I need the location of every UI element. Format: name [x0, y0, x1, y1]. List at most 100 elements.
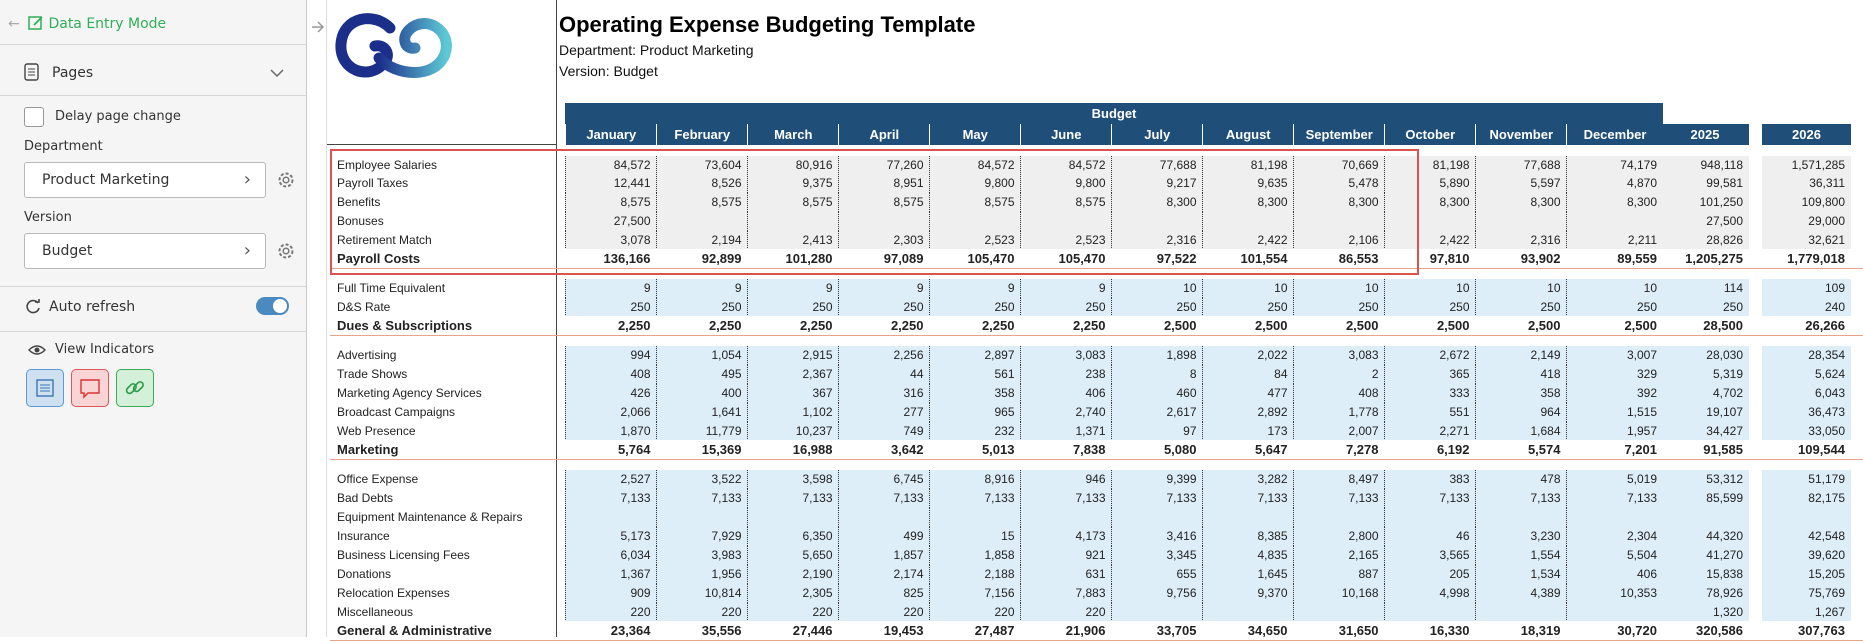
value-cell[interactable]: 27,500 [565, 212, 657, 231]
value-cell[interactable]: 6,034 [565, 546, 657, 565]
value-cell[interactable]: 84,572 [929, 156, 1021, 175]
notes-indicator-button[interactable] [26, 369, 64, 407]
value-cell[interactable]: 400 [656, 384, 748, 403]
value-cell[interactable]: 418 [1475, 365, 1567, 384]
value-cell[interactable]: 7,929 [656, 527, 748, 546]
value-cell[interactable]: 2,316 [1475, 231, 1567, 250]
value-cell[interactable]: 7,133 [1111, 489, 1203, 508]
value-cell[interactable]: 2,617 [1111, 403, 1203, 422]
value-cell[interactable]: 10 [1111, 279, 1203, 298]
value-cell[interactable]: 1,956 [656, 565, 748, 584]
value-cell[interactable]: 2,007 [1293, 422, 1385, 441]
value-cell[interactable]: 10,814 [656, 584, 748, 603]
value-cell[interactable]: 9,370 [1202, 584, 1294, 603]
value-cell[interactable]: 250 [565, 298, 657, 317]
value-cell[interactable]: 946 [1020, 470, 1112, 489]
value-cell[interactable]: 383 [1384, 470, 1476, 489]
value-cell[interactable]: 2,256 [838, 346, 930, 365]
value-cell[interactable]: 9 [747, 279, 839, 298]
value-cell[interactable]: 2,066 [565, 403, 657, 422]
value-cell[interactable]: 205 [1384, 565, 1476, 584]
value-cell[interactable]: 2,188 [929, 565, 1021, 584]
value-cell[interactable] [656, 212, 748, 231]
value-cell[interactable]: 250 [747, 298, 839, 317]
value-cell[interactable]: 4,870 [1566, 174, 1663, 193]
value-cell[interactable]: 44 [838, 365, 930, 384]
value-cell[interactable] [1111, 508, 1203, 527]
value-cell[interactable]: 74,179 [1566, 156, 1663, 175]
value-cell[interactable]: 406 [1020, 384, 1112, 403]
value-cell[interactable]: 7,133 [747, 489, 839, 508]
value-cell[interactable]: 2,303 [838, 231, 930, 250]
value-cell[interactable]: 8,575 [838, 193, 930, 212]
value-cell[interactable]: 478 [1475, 470, 1567, 489]
value-cell[interactable]: 631 [1020, 565, 1112, 584]
value-cell[interactable]: 220 [838, 603, 930, 622]
value-cell[interactable]: 1,102 [747, 403, 839, 422]
value-cell[interactable]: 8,300 [1202, 193, 1294, 212]
value-cell[interactable] [1020, 508, 1112, 527]
value-cell[interactable]: 460 [1111, 384, 1203, 403]
value-cell[interactable]: 10,237 [747, 422, 839, 441]
value-cell[interactable] [1384, 508, 1476, 527]
value-cell[interactable]: 2,190 [747, 565, 839, 584]
value-cell[interactable]: 4,835 [1202, 546, 1294, 565]
value-cell[interactable]: 909 [565, 584, 657, 603]
value-cell[interactable]: 2,194 [656, 231, 748, 250]
value-cell[interactable]: 9,800 [1020, 174, 1112, 193]
value-cell[interactable]: 2,892 [1202, 403, 1294, 422]
value-cell[interactable]: 5,890 [1384, 174, 1476, 193]
value-cell[interactable]: 1,534 [1475, 565, 1567, 584]
value-cell[interactable]: 7,156 [929, 584, 1021, 603]
value-cell[interactable]: 1,367 [565, 565, 657, 584]
value-cell[interactable] [1475, 603, 1567, 622]
value-cell[interactable]: 5,650 [747, 546, 839, 565]
value-cell[interactable]: 77,688 [1111, 156, 1203, 175]
value-cell[interactable]: 250 [1020, 298, 1112, 317]
value-cell[interactable]: 232 [929, 422, 1021, 441]
value-cell[interactable]: 7,133 [929, 489, 1021, 508]
value-cell[interactable]: 8,497 [1293, 470, 1385, 489]
value-cell[interactable]: 5,019 [1566, 470, 1663, 489]
value-cell[interactable]: 6,745 [838, 470, 930, 489]
version-selector[interactable]: Budget › [24, 233, 266, 269]
value-cell[interactable]: 3,983 [656, 546, 748, 565]
value-cell[interactable]: 10 [1293, 279, 1385, 298]
value-cell[interactable]: 2,367 [747, 365, 839, 384]
value-cell[interactable]: 238 [1020, 365, 1112, 384]
value-cell[interactable] [1384, 212, 1476, 231]
value-cell[interactable]: 2,422 [1202, 231, 1294, 250]
value-cell[interactable]: 10,353 [1566, 584, 1663, 603]
value-cell[interactable] [1475, 212, 1567, 231]
value-cell[interactable] [747, 212, 839, 231]
value-cell[interactable]: 1,515 [1566, 403, 1663, 422]
value-cell[interactable]: 561 [929, 365, 1021, 384]
value-cell[interactable]: 8,916 [929, 470, 1021, 489]
chevron-down-icon[interactable] [270, 68, 284, 78]
value-cell[interactable]: 333 [1384, 384, 1476, 403]
value-cell[interactable]: 8,575 [929, 193, 1021, 212]
value-cell[interactable]: 2,211 [1566, 231, 1663, 250]
value-cell[interactable]: 15 [929, 527, 1021, 546]
gear-icon[interactable] [276, 241, 296, 261]
value-cell[interactable]: 2,304 [1566, 527, 1663, 546]
value-cell[interactable]: 250 [1566, 298, 1663, 317]
value-cell[interactable]: 1,371 [1020, 422, 1112, 441]
value-cell[interactable]: 8,300 [1111, 193, 1203, 212]
value-cell[interactable] [838, 212, 930, 231]
value-cell[interactable]: 250 [929, 298, 1021, 317]
value-cell[interactable]: 3,078 [565, 231, 657, 250]
value-cell[interactable]: 8,300 [1384, 193, 1476, 212]
value-cell[interactable]: 81,198 [1202, 156, 1294, 175]
value-cell[interactable]: 2 [1293, 365, 1385, 384]
value-cell[interactable]: 408 [1293, 384, 1385, 403]
value-cell[interactable]: 495 [656, 365, 748, 384]
value-cell[interactable]: 220 [565, 603, 657, 622]
value-cell[interactable]: 9,399 [1111, 470, 1203, 489]
value-cell[interactable] [1384, 603, 1476, 622]
value-cell[interactable]: 329 [1566, 365, 1663, 384]
value-cell[interactable]: 1,778 [1293, 403, 1385, 422]
value-cell[interactable]: 12,441 [565, 174, 657, 193]
value-cell[interactable]: 3,230 [1475, 527, 1567, 546]
value-cell[interactable] [747, 508, 839, 527]
